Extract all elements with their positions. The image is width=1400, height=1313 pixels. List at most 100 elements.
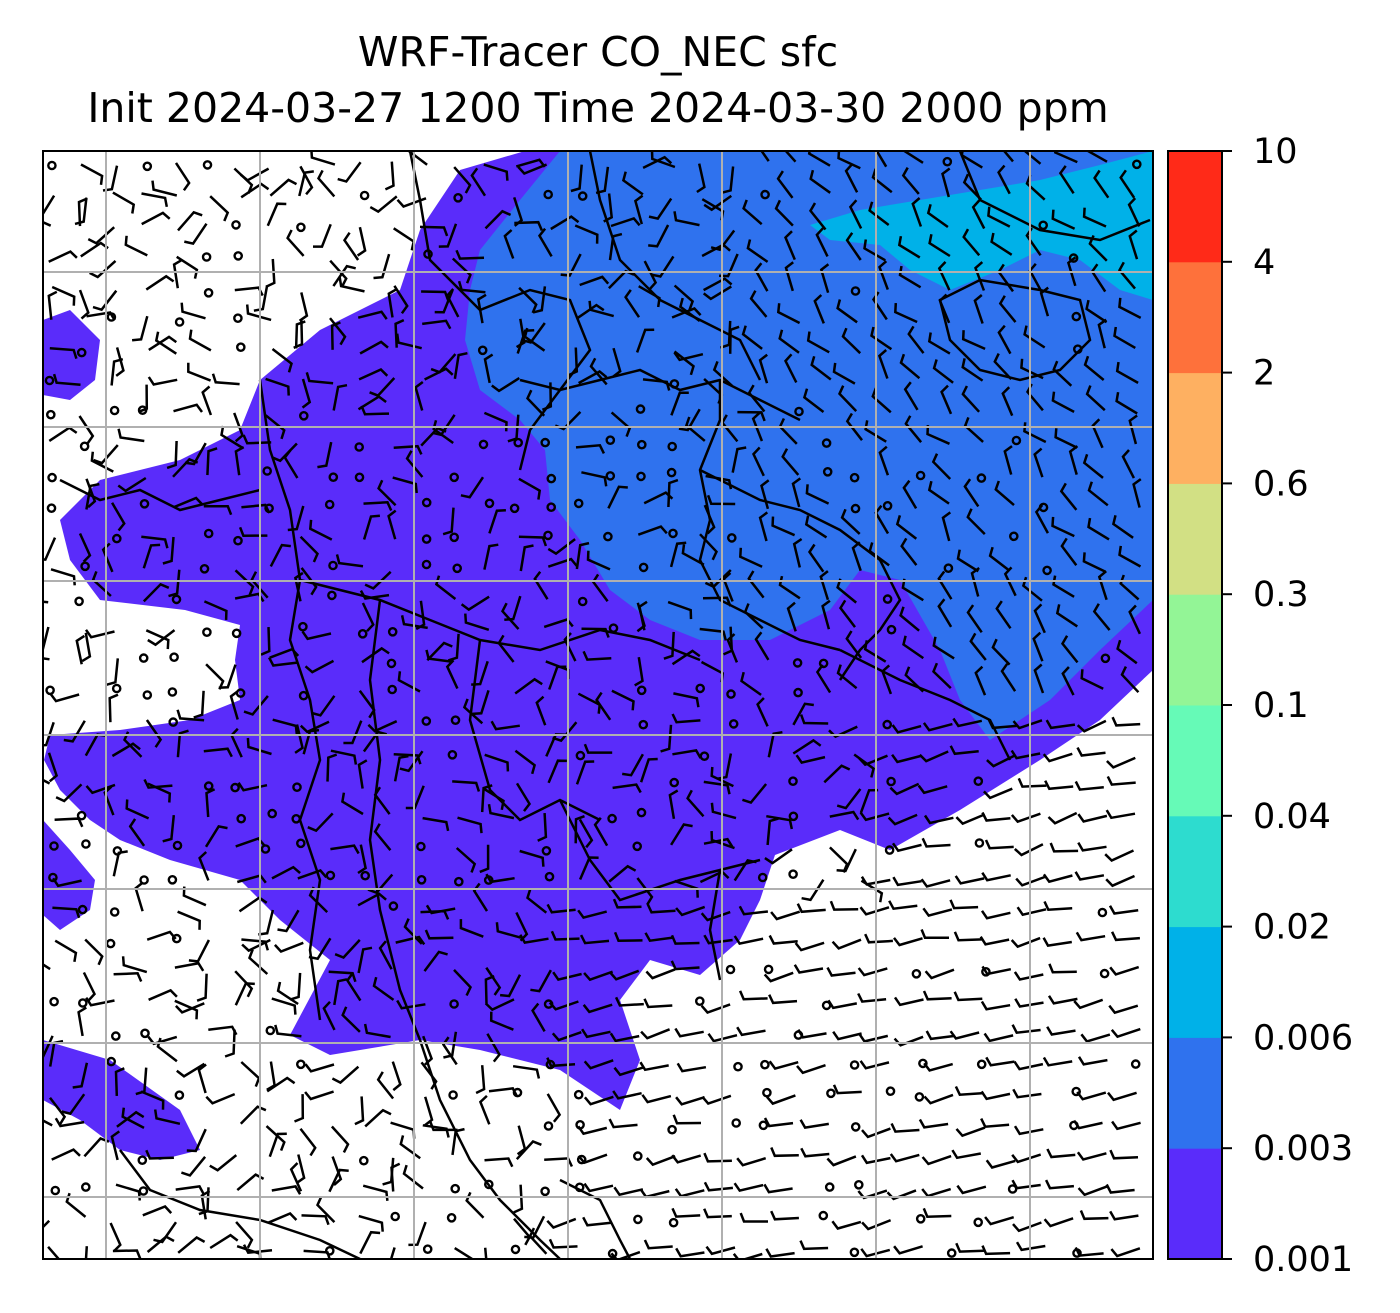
wind-barb [503,229,515,259]
wind-barb [927,480,950,505]
wind-barb [1054,151,1078,164]
wind-barb [356,226,367,257]
wind-barb [1128,604,1142,635]
wind-barb [55,783,83,803]
wind-barb [74,197,88,226]
calm-wind-marker [915,1214,926,1224]
calm-wind-marker [540,1186,550,1197]
calm-wind-marker [543,1121,554,1131]
wind-barb [863,239,886,262]
calm-wind-marker [203,781,214,791]
wind-barb [733,859,757,882]
wind-barb [760,479,770,510]
wind-barb [974,261,986,291]
wind-barb [923,1093,954,1105]
calm-wind-marker [695,683,706,694]
wind-barb [927,332,951,355]
wind-barb [1052,360,1073,387]
calm-wind-marker [79,441,90,452]
wind-barb [868,542,890,567]
wind-barb [246,737,272,756]
wind-barb [362,730,388,753]
wind-barb [43,537,57,561]
wind-barb [78,532,92,563]
calm-wind-marker [1100,653,1111,664]
calm-wind-marker [231,220,241,230]
wind-barb [530,969,552,993]
wind-barb [341,1006,361,1033]
wind-barb [1106,756,1136,769]
wind-barb [840,508,861,535]
wind-barb [273,941,304,953]
wind-barb [703,1152,732,1163]
wind-barb [299,535,319,563]
wind-barb [301,630,332,641]
wind-barb [177,1235,206,1254]
wind-barb [893,1035,924,1047]
wind-barb [483,411,508,432]
calm-wind-marker [574,1182,585,1193]
wind-barb [267,1212,298,1224]
calm-wind-marker [540,437,551,448]
wind-barb [703,1208,732,1219]
wind-barb [203,504,233,516]
wind-barb [703,277,733,292]
wind-barb [451,257,472,284]
calm-wind-marker [818,1210,829,1221]
wind-barb [701,1094,732,1106]
wind-barb [891,724,922,734]
wind-barb [892,876,922,887]
wind-barb [614,996,644,1007]
wind-barb [705,1245,736,1256]
colorbar-segment [1168,926,1222,1038]
wind-barb [402,1164,424,1190]
calm-wind-marker [477,345,488,356]
wind-barb [578,818,594,849]
wind-barb [890,1122,920,1133]
calm-wind-marker [757,872,768,883]
wind-barb [519,849,545,867]
wind-barb [51,1148,81,1161]
calm-wind-marker [911,969,922,979]
wind-barb [307,812,334,833]
wind-barb [675,905,706,917]
wind-barb [826,967,856,977]
wind-barb [121,956,148,974]
calm-wind-marker [324,1246,335,1256]
wind-barb [518,535,548,547]
wind-barb [286,229,305,257]
wind-barb [980,1090,1011,1101]
calm-wind-marker [976,473,987,483]
wind-barb [784,230,796,261]
calm-wind-marker [202,627,212,638]
wind-barb [609,1032,640,1043]
calm-wind-marker [423,249,433,259]
calm-wind-marker [421,559,432,570]
wind-barb [1000,663,1017,692]
calm-wind-marker [77,904,88,915]
calm-wind-marker [882,719,893,730]
wind-barb [1043,900,1073,911]
wind-barb [857,992,887,1003]
wind-barb [121,1107,145,1130]
wind-barb [483,163,509,181]
wind-barb [638,285,661,308]
wind-barb [487,803,515,820]
wind-barb [878,445,890,476]
wind-barb [420,426,447,447]
wind-barb [47,752,59,783]
wind-barb [335,554,364,568]
wind-barb [357,395,387,411]
calm-wind-marker [605,471,616,481]
calm-wind-marker [1042,565,1052,576]
calm-wind-marker [633,1151,643,1161]
wind-barb [703,504,716,535]
wind-barb [54,939,78,963]
calm-wind-marker [638,562,649,573]
wind-barb [1020,358,1044,380]
wind-barb [395,935,426,946]
calm-wind-marker [573,498,584,509]
wind-barb [547,759,567,784]
wind-barb [151,180,178,197]
